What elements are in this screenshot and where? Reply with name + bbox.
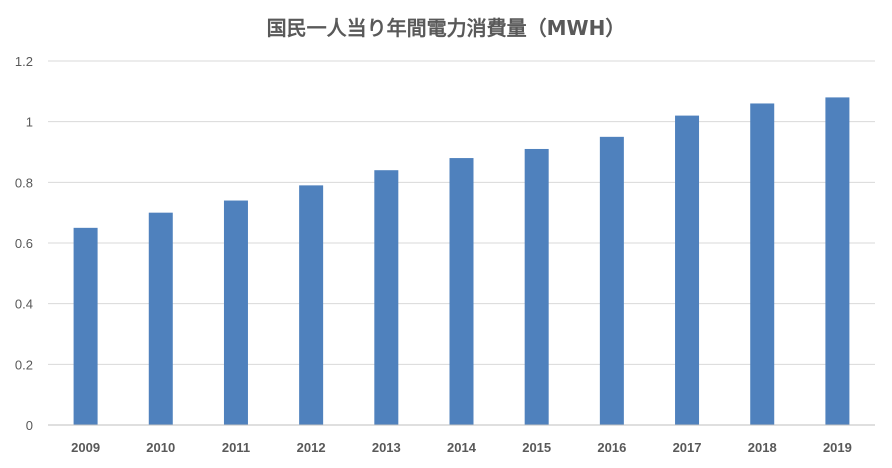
- bar: [223, 200, 248, 425]
- bar: [374, 170, 399, 425]
- x-tick-label: 2012: [297, 440, 326, 455]
- x-tick-label: 2016: [597, 440, 626, 455]
- bar: [599, 136, 624, 426]
- x-tick-label: 2009: [71, 440, 100, 455]
- x-tick-label: 2014: [447, 440, 477, 455]
- x-tick-label: 2017: [673, 440, 702, 455]
- bar: [148, 212, 173, 425]
- x-tick-label: 2011: [222, 440, 250, 455]
- x-tick-label: 2019: [823, 440, 852, 455]
- y-tick-label: 0.4: [15, 297, 33, 312]
- chart-title: 国民一人当り年間電力消費量（MWH）: [266, 16, 626, 40]
- x-tick-label: 2010: [146, 440, 175, 455]
- bar: [299, 185, 324, 425]
- x-tick-label: 2013: [372, 440, 401, 455]
- bar: [825, 97, 850, 426]
- x-tick-label: 2018: [748, 440, 777, 455]
- y-tick-label: 0.2: [15, 357, 33, 372]
- y-tick-label: 1: [26, 115, 33, 130]
- bar: [73, 227, 98, 425]
- y-tick-label: 0.8: [15, 175, 33, 190]
- bar: [449, 158, 474, 426]
- bar: [524, 148, 549, 425]
- y-tick-label: 0: [26, 418, 33, 433]
- bar: [750, 103, 775, 425]
- y-tick-label: 1.2: [15, 54, 33, 69]
- x-tick-label: 2015: [522, 440, 551, 455]
- y-tick-label: 0.6: [15, 236, 33, 251]
- bar: [675, 115, 700, 425]
